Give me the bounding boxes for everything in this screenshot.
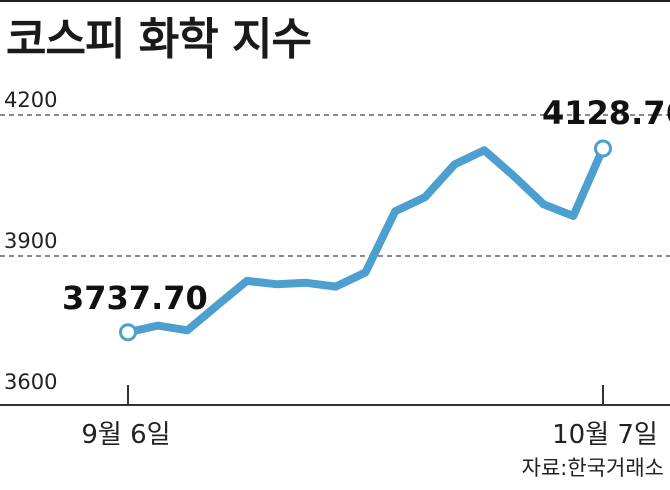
marker-first bbox=[119, 323, 137, 342]
data-label-first: 3737.70 bbox=[62, 279, 208, 317]
y-tick-label: 3900 bbox=[4, 229, 57, 253]
x-tick-label-end: 10월 7일 bbox=[552, 420, 658, 450]
y-tick-labels: 4200 3900 3600 bbox=[4, 88, 57, 394]
series-line bbox=[124, 144, 607, 337]
source-note: 자료:한국거래소 bbox=[521, 456, 664, 480]
data-label-last: 4128.76 bbox=[542, 94, 670, 132]
y-tick-label: 3600 bbox=[4, 370, 57, 394]
top-rule bbox=[0, 0, 670, 2]
marker-last bbox=[594, 139, 612, 158]
chart-title: 코스피 화학 지수 bbox=[6, 14, 312, 65]
gridlines bbox=[0, 114, 670, 257]
endpoint-markers bbox=[119, 139, 612, 342]
x-tick-label-start: 9월 6일 bbox=[81, 420, 170, 450]
y-tick-label: 4200 bbox=[4, 88, 57, 112]
